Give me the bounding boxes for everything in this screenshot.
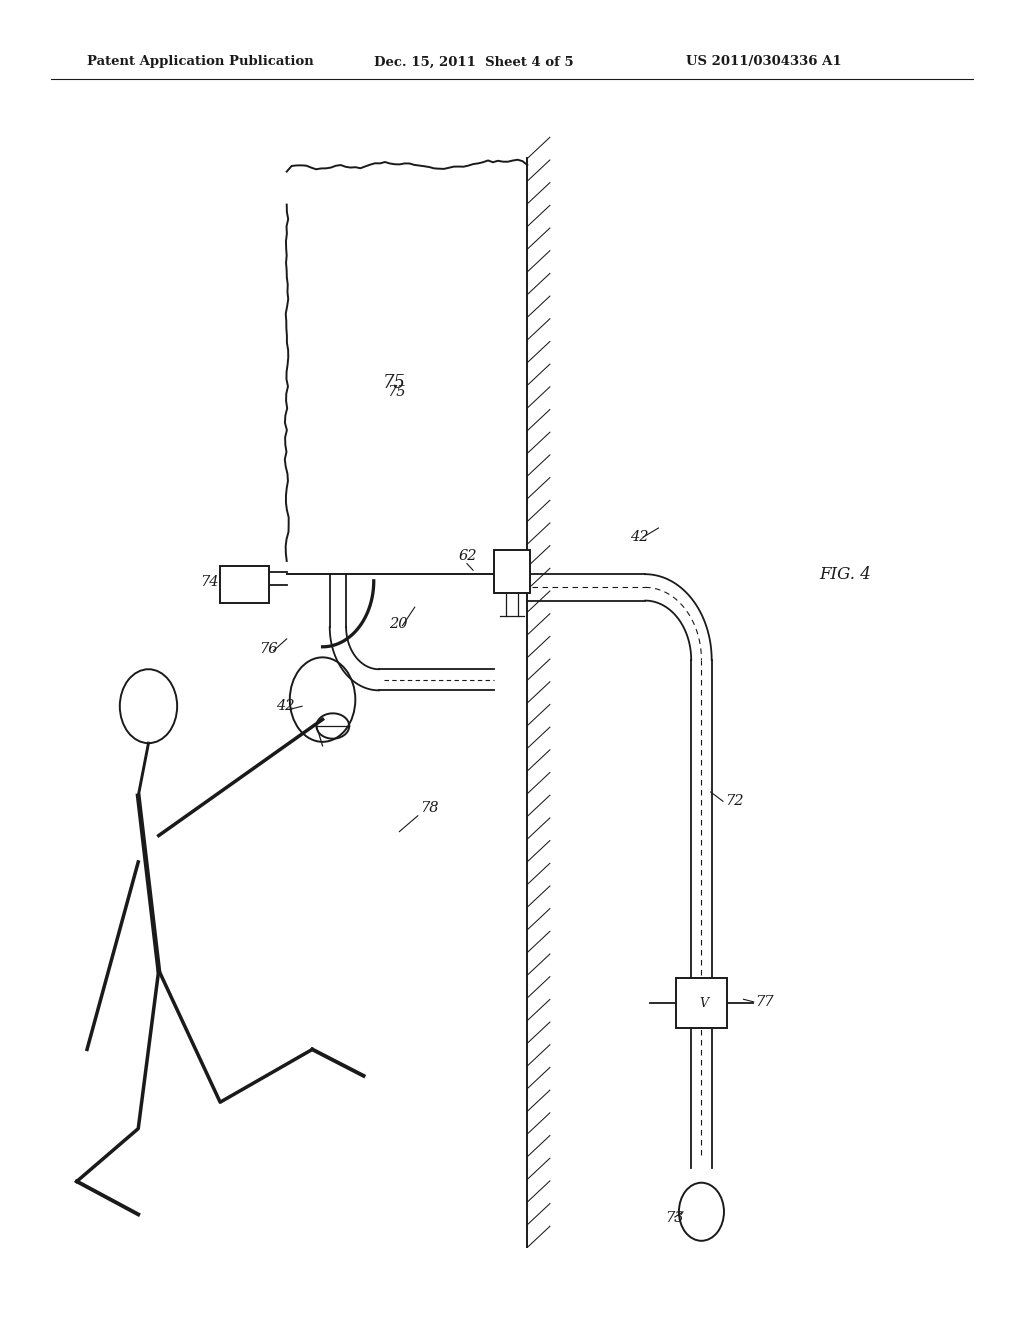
- Text: 73: 73: [666, 1212, 684, 1225]
- Text: 75: 75: [383, 374, 406, 392]
- Text: 20: 20: [389, 618, 408, 631]
- Text: 76: 76: [259, 643, 278, 656]
- Text: 78: 78: [420, 801, 438, 814]
- Text: 72: 72: [725, 795, 743, 808]
- Text: 77: 77: [756, 995, 774, 1008]
- Text: US 2011/0304336 A1: US 2011/0304336 A1: [686, 55, 842, 69]
- Text: 42: 42: [630, 531, 648, 544]
- Text: 42: 42: [276, 700, 295, 713]
- Text: 62: 62: [459, 549, 477, 562]
- Text: Patent Application Publication: Patent Application Publication: [87, 55, 313, 69]
- Text: FIG. 4: FIG. 4: [819, 566, 871, 582]
- Text: 75: 75: [387, 385, 406, 399]
- Bar: [676, 978, 727, 1028]
- Text: V: V: [699, 997, 708, 1010]
- Text: 74: 74: [201, 576, 219, 589]
- Text: Dec. 15, 2011  Sheet 4 of 5: Dec. 15, 2011 Sheet 4 of 5: [374, 55, 573, 69]
- Bar: [220, 566, 269, 603]
- Bar: [494, 550, 530, 593]
